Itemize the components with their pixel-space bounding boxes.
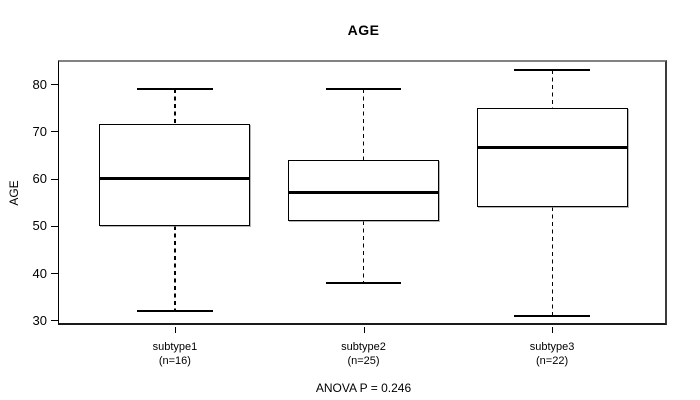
category-name: subtype3 xyxy=(529,341,575,353)
y-axis-tick xyxy=(51,273,58,275)
category-count: (n=25) xyxy=(347,354,380,367)
upper-whisker-cap xyxy=(325,88,402,90)
lower-whisker-cap xyxy=(137,310,213,312)
y-axis-tick xyxy=(51,320,58,322)
y-axis-tick-label: 40 xyxy=(32,265,47,281)
upper-whisker-stem xyxy=(363,88,365,160)
iqr-box xyxy=(99,124,251,226)
category-name: subtype1 xyxy=(152,341,198,353)
category-label: subtype2 (n=25) xyxy=(294,341,434,368)
iqr-box xyxy=(476,107,628,207)
y-axis-tick-label: 80 xyxy=(32,76,47,92)
anova-annotation: ANOVA P = 0.246 xyxy=(315,381,412,395)
category-label: subtype1 (n=16) xyxy=(105,341,245,368)
iqr-box xyxy=(288,159,439,222)
y-axis-tick-label: 70 xyxy=(32,123,47,139)
y-axis-tick xyxy=(51,84,58,86)
x-axis-tick xyxy=(363,327,365,333)
y-axis-tick xyxy=(51,178,58,180)
y-axis-tick-label: 30 xyxy=(32,312,47,328)
median-line xyxy=(476,146,628,150)
lower-whisker-stem xyxy=(174,225,176,311)
category-count: (n=16) xyxy=(158,354,191,367)
chart-title: AGE xyxy=(347,22,380,38)
lower-whisker-cap xyxy=(325,282,402,284)
lower-whisker-cap xyxy=(514,315,590,317)
y-axis-tick-label: 60 xyxy=(32,171,47,187)
category-label: subtype3 (n=22) xyxy=(482,341,622,368)
y-axis-tick xyxy=(51,225,58,227)
median-line xyxy=(99,177,251,181)
category-name: subtype2 xyxy=(341,341,386,353)
upper-whisker-stem xyxy=(174,88,176,125)
y-axis-tick-label: 50 xyxy=(32,218,47,234)
y-axis-tick xyxy=(51,131,58,133)
upper-whisker-cap xyxy=(514,69,590,71)
median-line xyxy=(288,191,439,195)
x-axis-tick xyxy=(552,327,554,333)
lower-whisker-stem xyxy=(551,206,553,316)
category-count: (n=22) xyxy=(536,354,569,367)
upper-whisker-cap xyxy=(137,88,213,90)
x-axis-tick xyxy=(174,327,176,333)
upper-whisker-stem xyxy=(551,69,553,108)
lower-whisker-stem xyxy=(363,221,365,283)
